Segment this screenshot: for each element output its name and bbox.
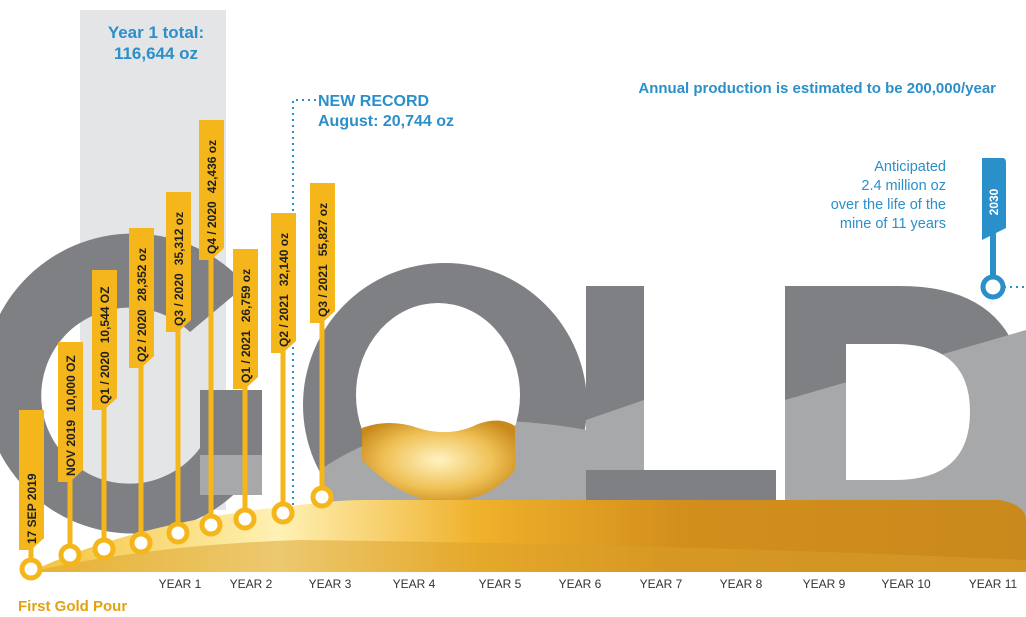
year-axis-label: YEAR 4 — [393, 577, 436, 591]
milestone-flag-banner — [310, 183, 335, 323]
milestone-period: Q4 / 2020 — [205, 201, 219, 254]
milestone-period: Q2 / 2021 — [277, 294, 291, 347]
year-axis-label: YEAR 11 — [969, 577, 1018, 591]
milestone-flag-banner — [19, 410, 44, 550]
milestone-flag-pole — [208, 258, 214, 523]
annual-production-note: Annual production is estimated to be 200… — [638, 80, 996, 97]
milestone-flag: Q2 / 2021 32,140 oz — [271, 213, 296, 525]
milestone-flag-label: NOV 2019 10,000 OZ — [64, 355, 78, 476]
milestone-marker — [166, 521, 190, 545]
milestone-amount: 55,827 oz — [316, 203, 330, 256]
milestone-amount: 10,544 OZ — [98, 287, 112, 344]
milestone-marker — [129, 531, 153, 555]
year-axis: YEAR 1 YEAR 2 YEAR 3 YEAR 4 YEAR 5 YEAR 6 YEAR… — [159, 577, 1018, 591]
milestone-flag-label: 17 SEP 2019 — [25, 473, 39, 544]
first-gold-pour-label: First Gold Pour — [18, 598, 128, 615]
milestone-amount: 35,312 oz — [172, 212, 186, 265]
milestone-marker — [271, 501, 295, 525]
milestone-flag-pole — [101, 408, 107, 547]
end-year-tag: 2030 — [980, 158, 1006, 300]
year1-total-value: 116,644 oz — [113, 44, 199, 63]
milestone-flag-banner — [166, 192, 191, 332]
milestone-flag-banner — [92, 270, 117, 410]
milestone-period: NOV 2019 — [64, 420, 78, 476]
milestone-amount: 28,352 oz — [135, 248, 149, 301]
milestone-flag: Q3 / 2021 55,827 oz — [310, 183, 335, 509]
milestone-period: Q3 / 2021 — [316, 264, 330, 317]
year-axis-label: YEAR 5 — [479, 577, 522, 591]
milestone-flag-label: Q3 / 2021 55,827 oz — [316, 203, 330, 317]
milestone-flag-banner — [271, 213, 296, 353]
milestone-period: Q1 / 2020 — [98, 351, 112, 404]
year-axis-label: YEAR 9 — [803, 577, 846, 591]
new-record-connector — [292, 99, 316, 505]
milestone-flag-pole — [242, 387, 248, 517]
milestone-amount: 32,140 oz — [277, 233, 291, 286]
milestone-period: Q1 / 2021 — [239, 330, 253, 383]
milestone-flag: Q1 / 2021 26,759 oz — [233, 249, 258, 531]
anticipated-line-3: over the life of the — [830, 197, 946, 213]
milestone-flag: 17 SEP 2019 — [19, 410, 44, 581]
milestone-flag-pole — [138, 366, 144, 541]
milestone-flag: Q1 / 2020 10,544 OZ — [92, 270, 117, 561]
milestone-marker — [92, 537, 116, 561]
milestone-period: Q3 / 2020 — [172, 273, 186, 326]
letter-l-shape — [586, 286, 776, 520]
milestone-flag-banner — [129, 228, 154, 368]
milestone-period: 17 SEP 2019 — [25, 473, 39, 544]
milestone-flag-pole — [280, 351, 286, 511]
anticipated-line-1: Anticipated — [874, 159, 946, 175]
year-axis-label: YEAR 3 — [309, 577, 352, 591]
anticipated-line-2: 2.4 million oz — [861, 178, 946, 194]
new-record-value: August: 20,744 oz — [318, 113, 455, 130]
year-axis-label: YEAR 2 — [230, 577, 273, 591]
milestone-flag-label: Q2 / 2021 32,140 oz — [277, 233, 291, 347]
milestone-flag-label: Q4 / 2020 42,436 oz — [205, 140, 219, 254]
milestone-flag-label: Q1 / 2021 26,759 oz — [239, 269, 253, 383]
milestone-flag-label: Q3 / 2020 35,312 oz — [172, 212, 186, 326]
year-axis-label: YEAR 6 — [559, 577, 602, 591]
year-axis-label: YEAR 8 — [720, 577, 763, 591]
milestone-flag-pole — [67, 480, 73, 553]
milestone-flag: Q3 / 2020 35,312 oz — [166, 192, 191, 545]
milestone-amount: 10,000 OZ — [64, 355, 78, 412]
milestone-amount: 26,759 oz — [239, 269, 253, 322]
milestone-flag-banner — [199, 120, 224, 260]
milestone-marker — [233, 507, 257, 531]
year-axis-label: YEAR 1 — [159, 577, 202, 591]
milestone-marker — [58, 543, 82, 567]
milestone-flag: NOV 2019 10,000 OZ — [58, 342, 83, 567]
milestone-flag-pole — [175, 330, 181, 531]
milestone-flag-pole — [319, 321, 325, 495]
year-axis-label: YEAR 10 — [881, 577, 931, 591]
milestone-flag-banner — [58, 342, 83, 482]
new-record-callout: NEW RECORD August: 20,744 oz — [318, 92, 454, 132]
anticipated-line-4: mine of 11 years — [839, 216, 946, 232]
milestone-marker — [310, 485, 334, 509]
milestone-flag: Q2 / 2020 28,352 oz — [129, 228, 154, 555]
milestone-period: Q2 / 2020 — [135, 309, 149, 362]
anticipated-total-note: Anticipated 2.4 million oz over the life… — [790, 158, 946, 234]
new-record-title: NEW RECORD — [318, 93, 430, 110]
year-axis-label: YEAR 7 — [640, 577, 683, 591]
year1-total-label: Year 1 total: 116,644 oz — [86, 22, 226, 64]
milestone-marker — [199, 513, 223, 537]
milestone-flag-label: Q2 / 2020 28,352 oz — [135, 248, 149, 362]
end-year-tag-label: 2030 — [987, 188, 1001, 215]
letter-d-shape — [785, 286, 1026, 535]
year1-total-title: Year 1 total: — [107, 23, 205, 42]
milestone-flag-banner — [233, 249, 258, 389]
milestone-flag: Q4 / 2020 42,436 oz — [199, 120, 224, 537]
milestone-flag-label: Q1 / 2020 10,544 OZ — [98, 287, 112, 404]
milestone-amount: 42,436 oz — [205, 140, 219, 193]
gold-ground-lower — [30, 540, 1026, 572]
milestone-marker — [19, 557, 43, 581]
milestone-flags: 17 SEP 2019 NOV 2019 10,000 OZ Q1 / 2020 10,… — [19, 120, 335, 581]
